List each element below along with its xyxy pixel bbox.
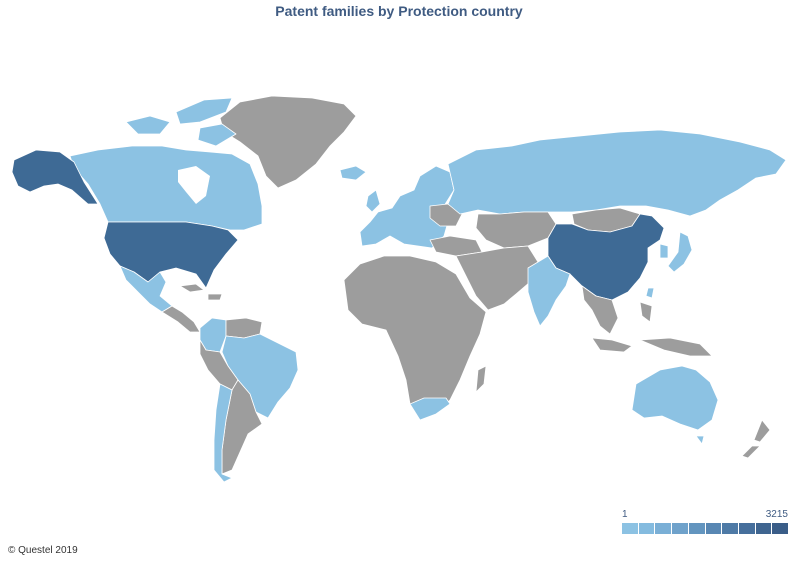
legend-swatch — [655, 523, 672, 534]
legend-swatch — [638, 523, 655, 534]
country-chile[interactable] — [213, 383, 233, 483]
legend-swatch — [705, 523, 722, 534]
caribbean-islands[interactable] — [179, 283, 223, 301]
legend-min-label: 1 — [622, 509, 628, 520]
region-africa[interactable] — [343, 255, 487, 421]
country-alaska[interactable] — [11, 149, 99, 205]
country-australia[interactable] — [631, 365, 719, 431]
country-mexico[interactable] — [119, 265, 173, 313]
country-south-korea[interactable] — [659, 243, 669, 259]
country-japan[interactable] — [667, 231, 693, 273]
legend-color-scale — [622, 523, 789, 534]
country-united-kingdom[interactable] — [365, 189, 381, 213]
legend-swatch — [688, 523, 705, 534]
country-united-states[interactable] — [103, 221, 239, 289]
legend-swatch — [722, 523, 738, 534]
copyright-text: © Questel 2019 — [8, 545, 78, 556]
country-tasmania[interactable] — [695, 435, 705, 445]
country-indonesia[interactable] — [591, 301, 713, 357]
country-iceland[interactable] — [339, 165, 367, 181]
country-canada-islands[interactable] — [125, 97, 237, 147]
country-china[interactable] — [547, 213, 665, 301]
country-india[interactable] — [527, 255, 571, 327]
country-central-america[interactable] — [161, 305, 201, 333]
country-south-africa[interactable] — [409, 397, 451, 421]
country-greenland[interactable] — [219, 95, 357, 189]
map-title: Patent families by Protection country — [275, 3, 523, 19]
region-middle-east[interactable] — [455, 245, 539, 311]
country-new-zealand[interactable] — [741, 419, 771, 459]
country-taiwan[interactable] — [645, 287, 655, 299]
legend-swatch — [755, 523, 772, 534]
country-canada[interactable] — [69, 145, 263, 231]
country-madagascar[interactable] — [475, 365, 487, 393]
legend-swatch — [672, 523, 688, 534]
legend-swatch — [772, 523, 789, 534]
legend-max-label: 3215 — [765, 509, 788, 520]
country-kazakhstan[interactable] — [475, 211, 557, 249]
region-southeast-asia[interactable] — [581, 285, 619, 335]
legend-swatch — [622, 523, 638, 534]
country-russia[interactable] — [447, 129, 787, 217]
hudson-bay — [178, 166, 210, 204]
country-europe[interactable] — [359, 165, 455, 249]
legend-swatch — [738, 523, 755, 534]
